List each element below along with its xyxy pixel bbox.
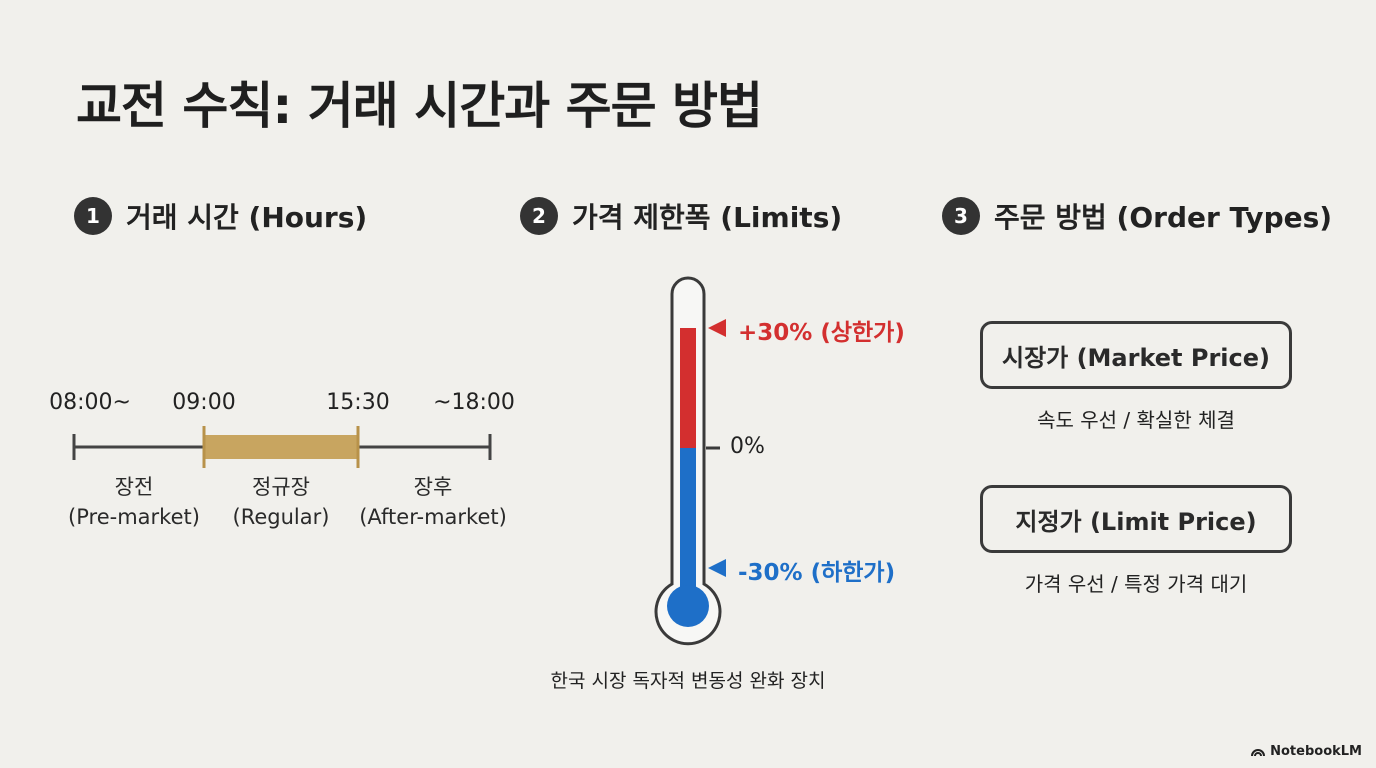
page-title: 교전 수칙: 거래 시간과 주문 방법 (76, 77, 763, 135)
limit-price-desc: 가격 우선 / 특정 가격 대기 (1024, 572, 1248, 596)
time-label-aftermarket-end: ~18:00 (433, 390, 515, 415)
section-label: 거래 시간 (Hours) (126, 201, 368, 234)
thermometer-bulb (667, 585, 709, 627)
upper-limit-label: +30% (상한가) (738, 320, 905, 346)
section-label: 가격 제한폭 (Limits) (572, 201, 843, 234)
section-number-badge: 3 (942, 197, 980, 235)
lower-limit-label: -30% (하한가) (738, 560, 896, 586)
limits-caption: 한국 시장 독자적 변동성 완화 장치 (550, 670, 826, 692)
market-price-box: 시장가 (Market Price) (980, 321, 1292, 389)
thermometer-icon (654, 276, 722, 646)
brand-name: NotebookLM (1270, 744, 1362, 759)
section-number-badge: 2 (520, 197, 558, 235)
section-header-hours: 1 거래 시간 (Hours) (74, 196, 367, 236)
zero-label: 0% (730, 434, 765, 459)
limit-price-box: 지정가 (Limit Price) (980, 485, 1292, 553)
notebooklm-logo-icon (1251, 749, 1266, 757)
segment-label-premarket: 장전 (Pre-market) (68, 475, 200, 529)
thermometer-upper-fill (680, 328, 696, 448)
time-label-regular-start: 09:00 (172, 390, 236, 415)
brand-watermark: NotebookLM (1251, 744, 1362, 759)
section-header-orders: 3 주문 방법 (Order Types) (942, 196, 1332, 236)
section-label: 주문 방법 (Order Types) (994, 201, 1333, 234)
thermometer-lower-fill (680, 448, 696, 593)
market-price-desc: 속도 우선 / 확실한 체결 (1037, 408, 1235, 432)
upper-limit-arrow-icon (708, 319, 726, 337)
time-label-premarket-start: 08:00~ (49, 390, 131, 415)
section-number-badge: 1 (74, 197, 112, 235)
regular-session-bar (204, 435, 358, 459)
section-header-limits: 2 가격 제한폭 (Limits) (520, 196, 842, 236)
segment-label-aftermarket: 장후 (After-market) (359, 475, 507, 529)
segment-label-regular: 정규장 (Regular) (232, 475, 330, 529)
lower-limit-arrow-icon (708, 559, 726, 577)
time-label-regular-end: 15:30 (326, 390, 390, 415)
